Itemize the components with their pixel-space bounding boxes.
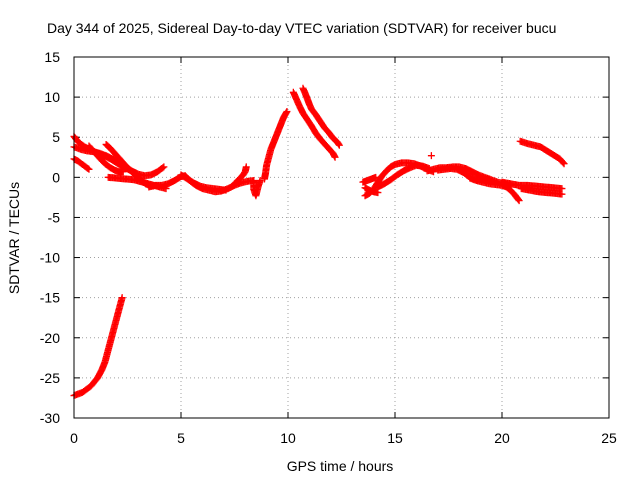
series-arc-isolated	[427, 152, 435, 160]
data-point	[85, 165, 93, 173]
y-tick-label: -30	[40, 410, 60, 426]
chart-title: Day 344 of 2025, Sidereal Day-to-day VTE…	[47, 20, 556, 36]
x-tick-label: 25	[601, 430, 617, 446]
x-tick-label: 0	[70, 430, 78, 446]
data-point	[335, 140, 343, 148]
series-arc-early-steep	[70, 294, 126, 400]
y-tick-label: 10	[44, 89, 60, 105]
series-arc-evening-5	[517, 185, 566, 198]
data-point	[514, 196, 522, 204]
data-point	[256, 177, 264, 185]
x-tick-label: 15	[387, 430, 403, 446]
data-point	[283, 108, 291, 116]
data-point	[222, 186, 230, 194]
series-arc-peak-2	[299, 84, 343, 149]
series-arc-morning-4	[250, 177, 264, 200]
series-arc-morning-5	[260, 108, 291, 183]
data-points	[70, 84, 568, 400]
series-arc-peak	[289, 88, 339, 161]
data-point	[118, 294, 126, 302]
data-point	[372, 173, 380, 181]
y-tick-label: 15	[44, 49, 60, 65]
series-arc-morning-2	[177, 171, 230, 194]
x-tick-label: 10	[280, 430, 296, 446]
x-tick-labels: 0 5 10 15 20 25	[70, 430, 617, 446]
series-arc-afternoon-3	[359, 173, 380, 186]
data-point	[515, 197, 523, 205]
data-point	[427, 152, 435, 160]
y-tick-label: 0	[52, 169, 60, 185]
series-arc-early-2	[70, 155, 93, 173]
data-point	[560, 160, 568, 168]
series-arc-early-5	[85, 142, 127, 176]
x-axis-label: GPS time / hours	[287, 458, 394, 474]
data-point	[119, 168, 127, 176]
data-point	[160, 163, 168, 171]
y-tick-label: -15	[40, 290, 60, 306]
data-point	[84, 165, 92, 173]
series-arc-morning-3	[231, 163, 250, 188]
y-tick-label: -10	[40, 250, 60, 266]
x-tick-label: 5	[177, 430, 185, 446]
y-axis-label: SDTVAR / TECUs	[6, 182, 22, 294]
y-tick-label: -25	[40, 370, 60, 386]
x-tick-label: 20	[494, 430, 510, 446]
plot-frame	[73, 56, 610, 419]
data-point	[559, 159, 567, 167]
data-point	[558, 190, 566, 198]
data-point	[335, 141, 343, 149]
y-tick-label: 5	[52, 129, 60, 145]
y-tick-label: -20	[40, 330, 60, 346]
data-point	[159, 164, 167, 172]
series-arc-late	[516, 137, 568, 168]
data-point	[242, 163, 250, 171]
grid-lines	[74, 57, 609, 418]
series-arc-afternoon-2	[361, 184, 382, 197]
data-point	[331, 153, 339, 161]
y-tick-labels: 15 10 5 0 -5 -10 -15 -20 -25 -30	[40, 49, 60, 426]
y-tick-label: -5	[48, 209, 61, 225]
